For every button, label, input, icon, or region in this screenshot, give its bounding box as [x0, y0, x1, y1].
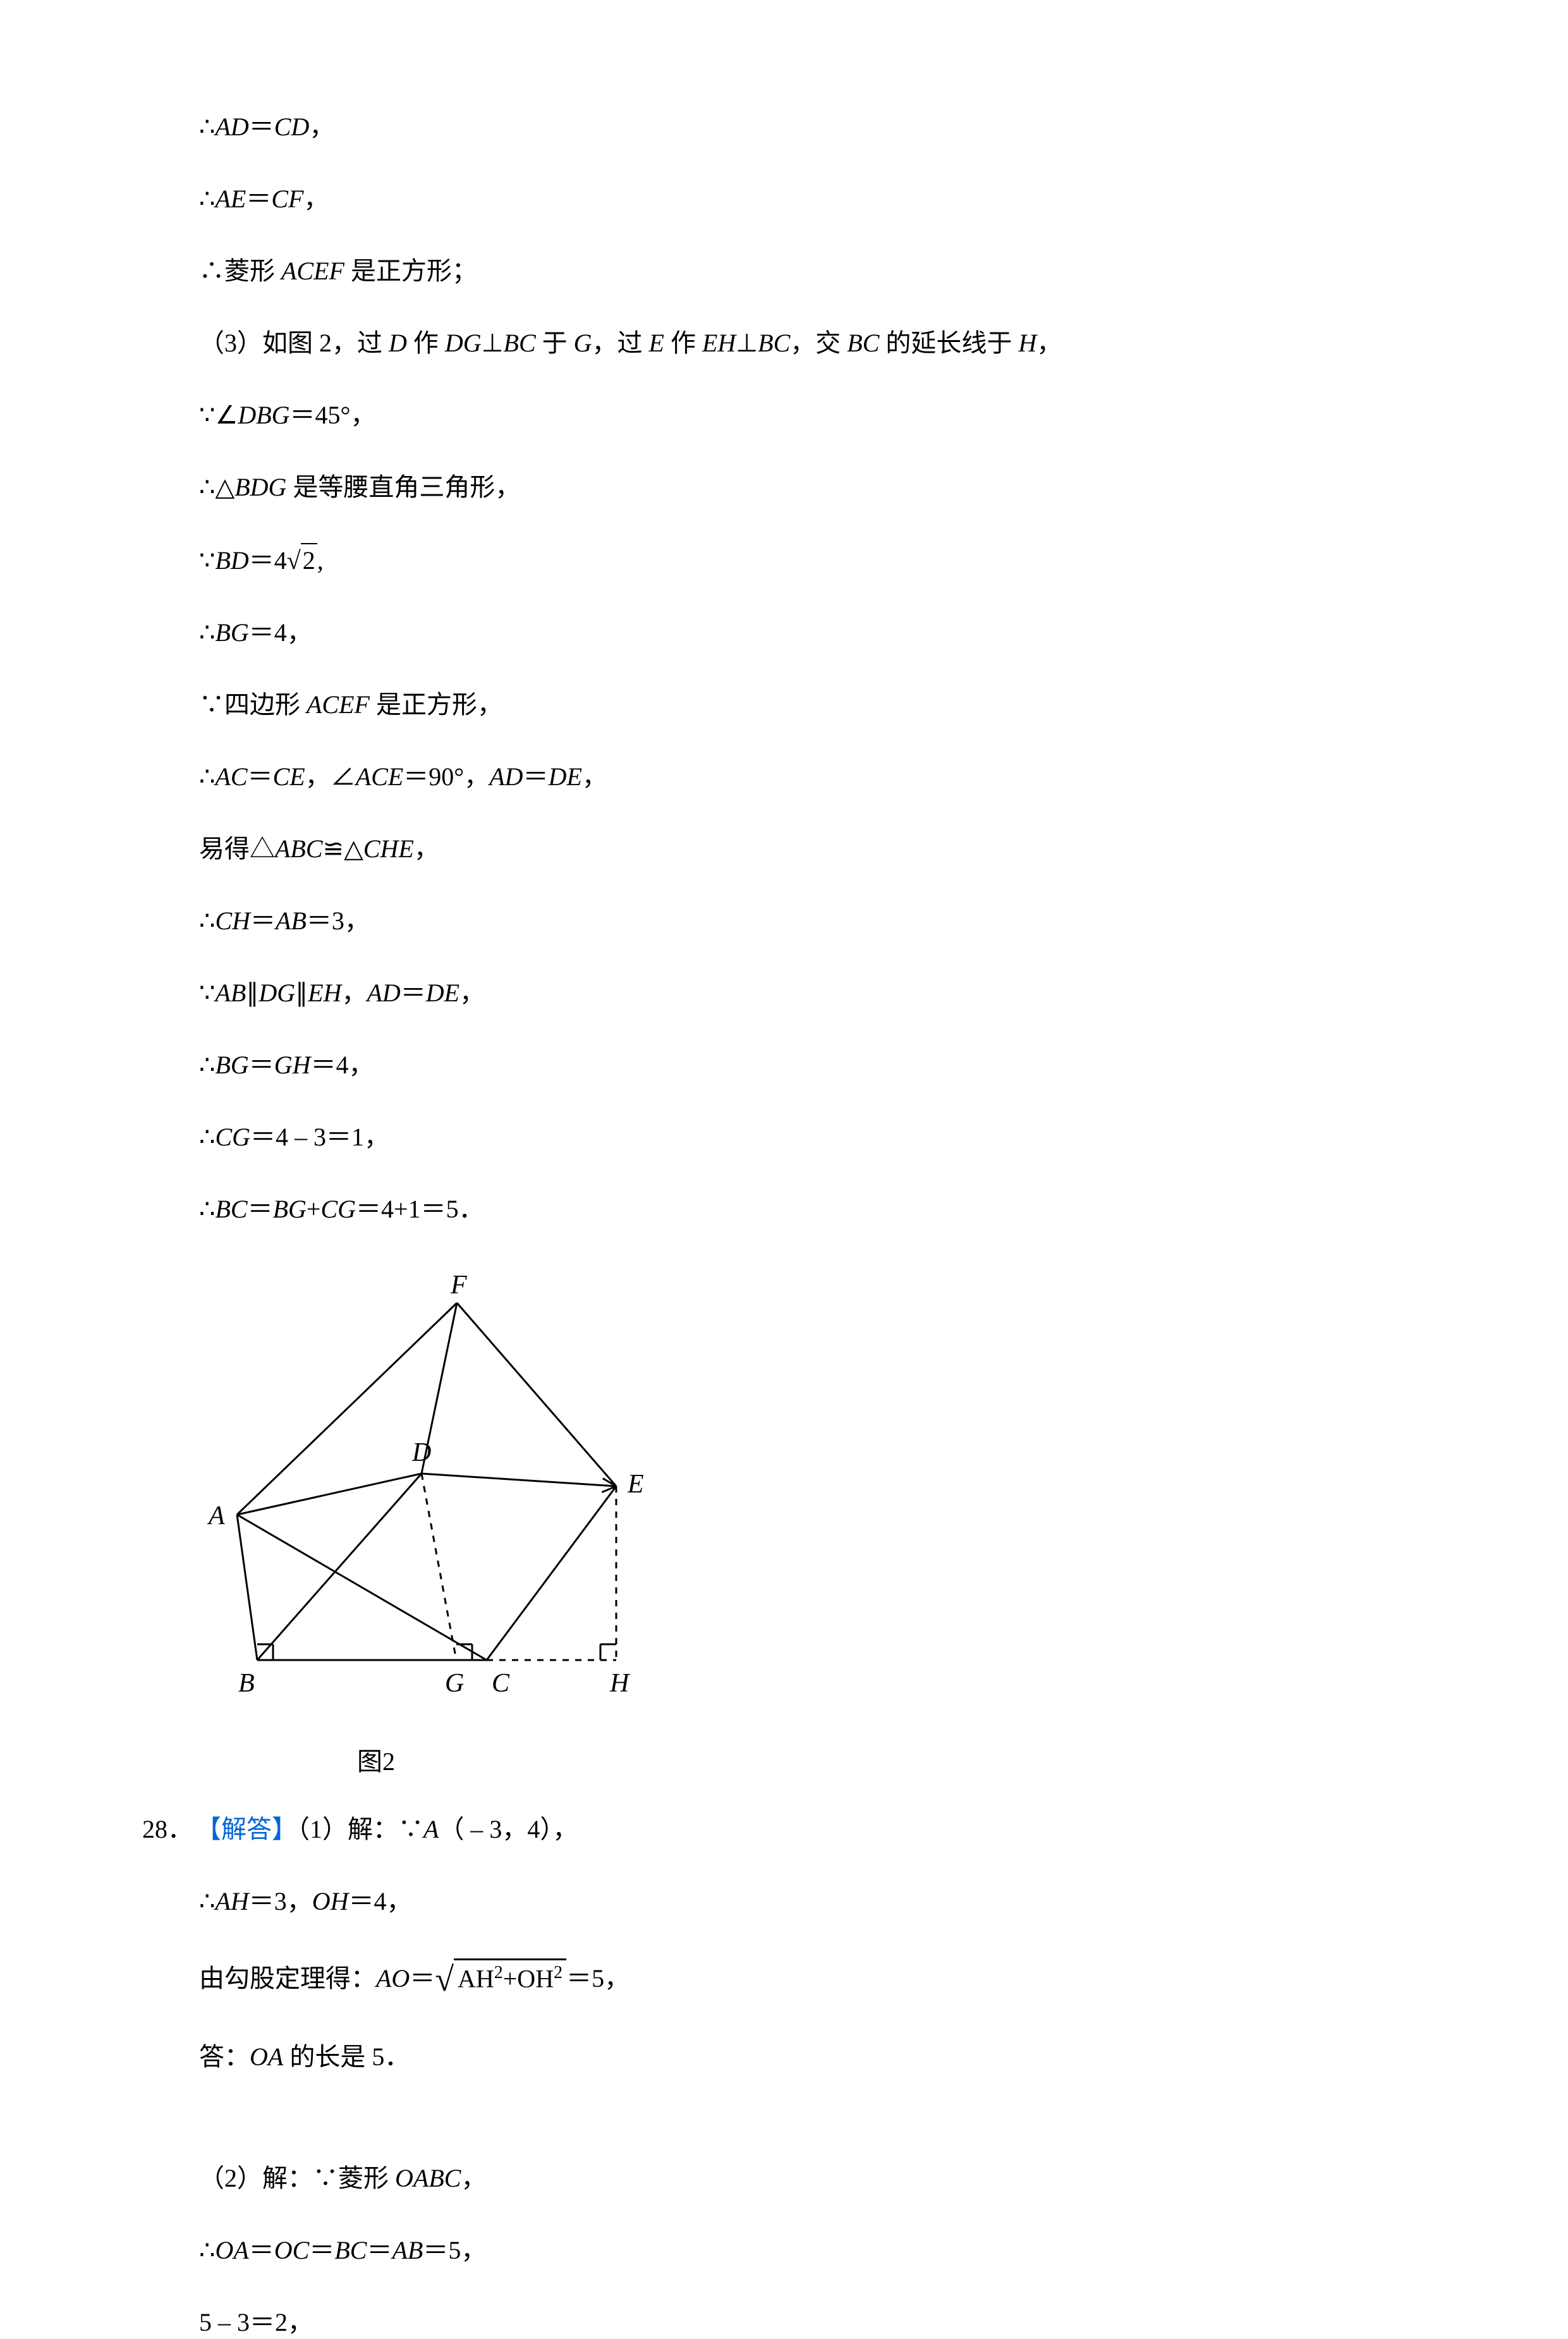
- q28-line-3: 由勾股定理得：AO＝√AH2+OH2＝5，: [142, 1957, 1426, 2001]
- proof-line-12: ∵AB∥DG∥EH，AD＝DE，: [142, 977, 1426, 1010]
- proof-line-14: ∴CG＝4 – 3＝1，: [142, 1121, 1426, 1154]
- svg-text:G: G: [445, 1669, 464, 1698]
- proof-line-7: ∴BG＝4，: [142, 616, 1426, 649]
- proof-line-9: ∴AC＝CE，∠ACE＝90°，AD＝DE，: [142, 760, 1426, 793]
- proof-line-13: ∴BG＝GH＝4，: [142, 1049, 1426, 1082]
- svg-text:C: C: [492, 1669, 510, 1698]
- proof-line-4: ∵∠DBG＝45°，: [142, 399, 1426, 432]
- q28-line-7: 5 – 3＝2，: [142, 2306, 1426, 2339]
- proof-line-3: （3）如图 2，过 D 作 DG⊥BC 于 G，过 E 作 EH⊥BC，交 BC…: [142, 327, 1426, 360]
- proof-line-5: ∴△BDG 是等腰直角三角形，: [142, 471, 1426, 504]
- proof-line-0: ∴AD＝CD，: [142, 111, 1426, 144]
- svg-text:H: H: [609, 1669, 631, 1698]
- q28-line-4: 答：OA 的长是 5．: [142, 2041, 1426, 2073]
- svg-text:E: E: [627, 1470, 644, 1499]
- svg-text:D: D: [411, 1438, 431, 1467]
- proof-line-15: ∴BC＝BG+CG＝4+1＝5．: [142, 1193, 1426, 1226]
- proof-line-11: ∴CH＝AB＝3，: [142, 905, 1426, 937]
- q28-line-2: ∴AH＝3，OH＝4，: [142, 1885, 1426, 1918]
- q28-line-5: （2）解：∵菱形 OABC，: [142, 2162, 1426, 2195]
- q28-line-6: ∴OA＝OC＝BC＝AB＝5，: [142, 2234, 1426, 2267]
- svg-text:F: F: [450, 1271, 467, 1300]
- proof-line-1: ∴AE＝CF，: [142, 183, 1426, 216]
- proof-line-2: ∴菱形 ACEF 是正方形；: [142, 255, 1426, 288]
- geometry-diagram: F D E A B GC H: [199, 1265, 660, 1745]
- proof-line-10: 易得△ABC≌△CHE，: [142, 833, 1426, 865]
- svg-text:B: B: [238, 1669, 255, 1698]
- proof-line-6: ∵BD＝4√2,: [142, 543, 1426, 577]
- proof-line-8: ∵四边形 ACEF 是正方形，: [142, 688, 1426, 721]
- figure-2: F D E A B GC H 图2: [142, 1265, 1426, 1778]
- figure-caption: 图2: [199, 1745, 1426, 1778]
- q28-line-1: 28．【解答】（1）解：∵A（ – 3，4），: [142, 1813, 1426, 1846]
- svg-text:A: A: [207, 1501, 225, 1530]
